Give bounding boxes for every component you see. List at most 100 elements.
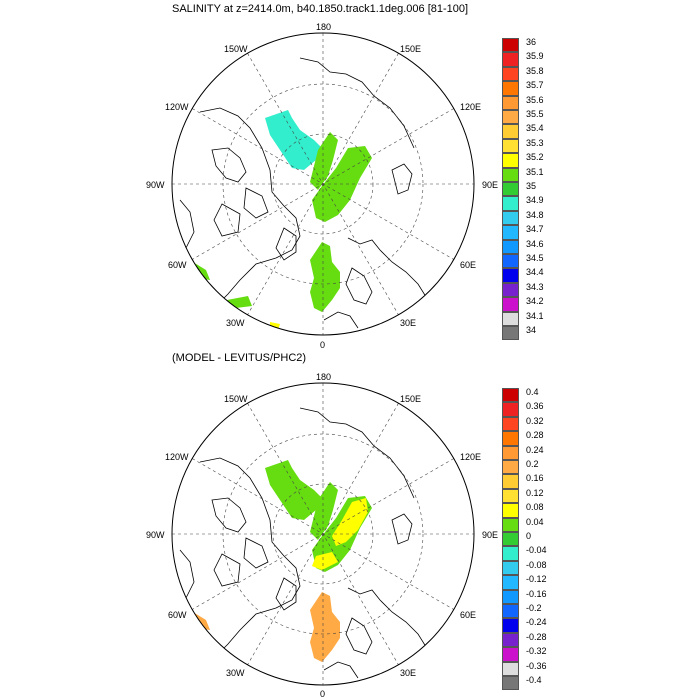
top-lon-label-180: 180 <box>316 22 332 32</box>
bottom-map-border <box>171 382 475 686</box>
top-colorbar-swatch <box>502 38 519 53</box>
top-colorbar-label: 35.9 <box>526 51 544 62</box>
bottom-colorbar-swatch <box>502 575 519 590</box>
top-colorbar-label: 34.8 <box>526 209 544 220</box>
bottom-colorbar-swatch <box>502 546 519 561</box>
bottom-panel-title: (MODEL - LEVITUS/PHC2) <box>172 352 307 364</box>
top-colorbar-swatch <box>502 210 519 226</box>
top-colorbar-swatch <box>502 167 519 182</box>
bottom-colorbar-swatch <box>502 474 519 489</box>
top-colorbar-label: 35 <box>526 181 537 191</box>
bottom-colorbar-label: -0.28 <box>526 631 547 642</box>
bottom-colorbar-swatch <box>502 503 519 518</box>
top-colorbar-swatch <box>502 52 519 67</box>
bottom-colorbar-swatch <box>502 402 519 417</box>
bottom-lon-label-150e: 150E <box>400 394 422 404</box>
bottom-colorbar-label: 0.32 <box>526 415 544 426</box>
bottom-lon-label-90w: 90W <box>146 530 165 540</box>
top-colorbar-label: 34.7 <box>526 224 544 235</box>
bottom-lon-label-120e: 120E <box>460 452 482 462</box>
bottom-colorbar-label: 0 <box>526 531 532 541</box>
top-lon-label-120w: 120W <box>165 102 189 112</box>
bottom-colorbar-label: 0.28 <box>526 430 544 441</box>
bottom-colorbar-label: 0.08 <box>526 502 544 513</box>
bottom-colorbar-swatch <box>502 431 519 446</box>
bottom-colorbar-label: -0.24 <box>526 617 547 628</box>
top-colorbar-swatch <box>502 311 519 326</box>
top-colorbar-label: 35.3 <box>526 137 544 148</box>
bottom-colorbar-label: -0.4 <box>526 675 542 685</box>
bottom-colorbar-swatch <box>502 532 519 547</box>
bottom-colorbar-swatch <box>502 676 519 691</box>
bottom-colorbar-label: -0.16 <box>526 588 547 599</box>
top-colorbar-swatch <box>502 196 519 211</box>
top-colorbar-swatch <box>502 153 519 168</box>
bottom-colorbar-label: 0.24 <box>526 444 544 455</box>
bottom-lon-label-30e: 30E <box>400 668 417 678</box>
top-colorbar-label: 34.1 <box>526 310 544 321</box>
top-lon-label-0: 0 <box>320 340 326 350</box>
bottom-colorbar-label: -0.36 <box>526 660 547 671</box>
bottom-colorbar-label: 0.04 <box>526 516 544 527</box>
top-lon-label-60w: 60W <box>168 260 187 270</box>
top-colorbar-swatch <box>502 268 519 283</box>
bottom-colorbar-swatch <box>502 618 519 633</box>
bottom-colorbar-swatch <box>502 604 519 619</box>
top-lon-label-150w: 150W <box>224 44 248 54</box>
bottom-colorbar-swatch <box>502 517 519 532</box>
bottom-colorbar-swatch <box>502 632 519 648</box>
bottom-colorbar-label: 0.2 <box>526 459 539 469</box>
bottom-colorbar-swatch <box>502 445 519 460</box>
top-colorbar-swatch <box>502 239 519 254</box>
bot-fill-fram <box>310 592 340 662</box>
bottom-colorbar-swatch <box>502 589 519 604</box>
bottom-lon-label-0: 0 <box>320 689 326 699</box>
top-fill-beaufort <box>265 110 322 170</box>
top-map <box>172 33 474 335</box>
bottom-colorbar-swatch <box>502 661 519 676</box>
top-colorbar-swatch <box>502 282 519 298</box>
top-colorbar-label: 34.2 <box>526 296 544 307</box>
top-lon-label-30e: 30E <box>400 318 417 328</box>
bottom-colorbar-swatch <box>502 388 519 403</box>
top-lon-label-30w: 30W <box>226 318 245 328</box>
top-colorbar-swatch <box>502 81 519 96</box>
bot-fill-yellow-pole <box>312 552 338 570</box>
top-colorbar-label: 34.6 <box>526 238 544 249</box>
top-lon-label-90e: 90E <box>482 180 499 190</box>
top-colorbar-label: 34 <box>526 325 537 335</box>
top-colorbar-swatch <box>502 297 519 312</box>
top-panel-title: SALINITY at z=2414.0m, b40.1850.track1.1… <box>172 3 469 15</box>
bottom-colorbar-label: -0.32 <box>526 646 547 657</box>
bottom-colorbar-label: -0.08 <box>526 559 547 570</box>
top-colorbar-label: 34.4 <box>526 267 544 278</box>
top-colorbar-swatch <box>502 138 519 154</box>
bot-fill-lomonosov <box>310 482 338 540</box>
top-colorbar-swatch <box>502 110 519 125</box>
top-colorbar-swatch <box>502 326 519 341</box>
bottom-lon-label-60w: 60W <box>168 610 187 620</box>
bottom-lon-label-180: 180 <box>316 372 332 382</box>
top-colorbar-label: 35.1 <box>526 166 544 177</box>
bottom-colorbar-swatch <box>502 416 519 432</box>
bottom-colorbar-swatch <box>502 647 519 662</box>
top-lon-label-90w: 90W <box>146 180 165 190</box>
bottom-colorbar-swatch <box>502 488 519 504</box>
bottom-colorbar-swatch <box>502 560 519 576</box>
bottom-colorbar-label: 0.36 <box>526 401 544 412</box>
bottom-colorbar-label: -0.2 <box>526 603 542 613</box>
top-colorbar-label: 36 <box>526 37 537 47</box>
top-colorbar-label: 34.9 <box>526 195 544 206</box>
top-colorbar-swatch <box>502 254 519 269</box>
bottom-lon-label-90e: 90E <box>482 530 499 540</box>
bottom-colorbar-label: -0.12 <box>526 574 547 585</box>
bottom-map <box>172 383 474 685</box>
top-lon-label-120e: 120E <box>460 102 482 112</box>
top-lon-label-60e: 60E <box>460 260 477 270</box>
top-lon-label-150e: 150E <box>400 44 422 54</box>
bottom-lon-label-120w: 120W <box>165 452 189 462</box>
top-colorbar-label: 34.3 <box>526 281 544 292</box>
top-colorbar-label: 35.7 <box>526 80 544 91</box>
top-colorbar-label: 34.5 <box>526 253 544 263</box>
